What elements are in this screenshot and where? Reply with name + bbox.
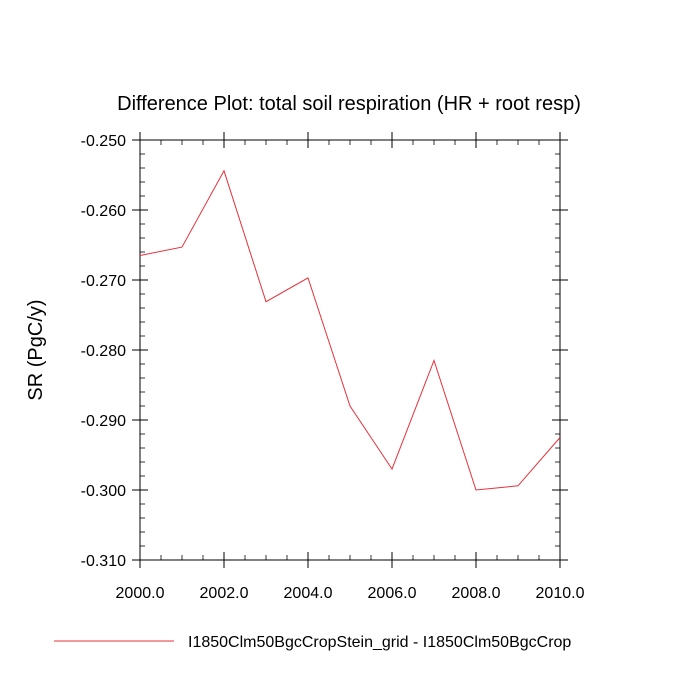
series-line xyxy=(139,169,561,491)
x-tick-label: 2010.0 xyxy=(536,585,585,602)
legend: I1850Clm50BgcCropStein_grid - I1850Clm50… xyxy=(54,634,571,651)
series-layer xyxy=(139,169,561,491)
y-tick-label: -0.280 xyxy=(81,343,126,360)
y-tick-label: -0.250 xyxy=(81,133,126,150)
plot-frame xyxy=(139,139,561,561)
y-tick-label: -0.260 xyxy=(81,203,126,220)
axis-tick-labels: -0.250 -0.260 -0.270 -0.280 -0.290 -0.300 -0.3… xyxy=(81,133,585,602)
y-tick-label: -0.300 xyxy=(81,483,126,500)
y-tick-label: -0.310 xyxy=(81,553,126,570)
y-tick-label: -0.290 xyxy=(81,413,126,430)
x-tick-label: 2008.0 xyxy=(452,585,501,602)
x-tick-label: 2000.0 xyxy=(116,585,165,602)
x-tick-label: 2006.0 xyxy=(368,585,417,602)
y-tick-label: -0.270 xyxy=(81,273,126,290)
x-tick-label: 2002.0 xyxy=(200,585,249,602)
y-axis-label: SR (PgC/y) xyxy=(25,299,47,400)
x-tick-label: 2004.0 xyxy=(284,585,333,602)
axis-ticks xyxy=(132,132,568,568)
legend-label: I1850Clm50BgcCropStein_grid - I1850Clm50… xyxy=(188,634,571,651)
chart-title: Difference Plot: total soil respiration … xyxy=(117,93,581,115)
